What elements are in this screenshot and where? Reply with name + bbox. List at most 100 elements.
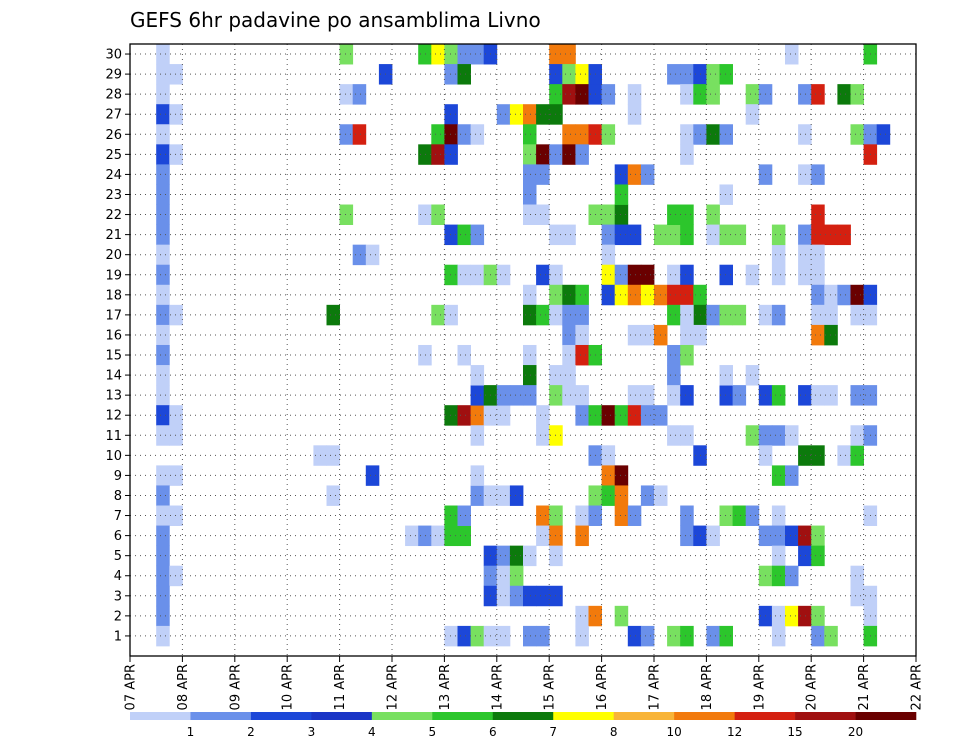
heatmap-cell — [156, 465, 170, 486]
heatmap-cell — [614, 204, 629, 225]
heatmap-cell — [444, 405, 458, 426]
heatmap-cell — [575, 344, 589, 366]
y-tick-label: 20 — [105, 248, 122, 263]
heatmap-cell — [496, 405, 511, 426]
heatmap-cell — [706, 304, 720, 326]
heatmap-cell — [811, 545, 825, 567]
heatmap-cell — [680, 324, 694, 346]
heatmap-cell — [771, 244, 786, 266]
heatmap-cell — [706, 64, 720, 85]
heatmap-cell — [771, 425, 786, 446]
heatmap-cell — [509, 545, 524, 567]
heatmap-cell — [680, 124, 694, 145]
heatmap-cell — [785, 525, 799, 547]
heatmap-cell — [536, 505, 550, 526]
heatmap-cell — [562, 84, 576, 105]
heatmap-cell — [496, 565, 511, 587]
heatmap-cell — [562, 385, 576, 406]
heatmap-cell — [156, 565, 170, 587]
heatmap-cell — [339, 84, 354, 105]
heatmap-cell — [627, 385, 642, 406]
colorbar-swatch — [674, 712, 735, 720]
heatmap-cell — [640, 164, 655, 185]
heatmap-cell — [352, 124, 367, 145]
colorbar-label: 4 — [368, 725, 376, 739]
heatmap-cell — [680, 385, 694, 406]
heatmap-cell — [326, 445, 340, 466]
heatmap-cell — [470, 264, 485, 286]
heatmap-cell — [562, 365, 576, 386]
heatmap-cells — [156, 44, 891, 647]
heatmap-cell — [719, 385, 733, 406]
heatmap-cell — [601, 224, 616, 246]
heatmap-cell — [575, 324, 589, 346]
colorbar-label: 7 — [549, 725, 557, 739]
heatmap-cell — [536, 405, 550, 426]
colorbar-label: 12 — [727, 725, 742, 739]
y-tick-label: 21 — [105, 228, 122, 243]
heatmap-cell — [771, 625, 786, 647]
heatmap-cell — [496, 545, 511, 567]
heatmap-cell — [496, 585, 511, 607]
heatmap-cell — [667, 304, 681, 326]
heatmap-cell — [680, 204, 694, 225]
x-tick-label: 15 APR — [543, 664, 558, 710]
heatmap-cell — [575, 385, 589, 406]
x-tick-label: 17 APR — [648, 664, 663, 710]
heatmap-cell — [811, 84, 825, 105]
y-tick-label: 25 — [105, 148, 122, 163]
heatmap-cell — [536, 164, 550, 185]
heatmap-cell — [169, 304, 183, 326]
heatmap-cell — [470, 224, 485, 246]
heatmap-cell — [680, 64, 694, 85]
heatmap-cell — [444, 505, 458, 526]
heatmap-cell — [680, 425, 694, 446]
heatmap-cell — [470, 405, 485, 426]
heatmap-cell — [667, 344, 681, 366]
heatmap-cell — [326, 485, 340, 506]
chart-title: GEFS 6hr padavine po ansamblima Livno — [130, 8, 541, 32]
heatmap-cell — [614, 284, 629, 306]
heatmap-cell — [706, 224, 720, 246]
heatmap-cell — [509, 104, 524, 125]
heatmap-cell — [523, 585, 537, 607]
x-tick-label: 18 APR — [700, 664, 715, 710]
heatmap-cell — [798, 385, 812, 406]
heatmap-cell — [575, 625, 589, 647]
x-tick-label: 16 APR — [595, 664, 610, 710]
heatmap-cell — [614, 405, 629, 426]
x-tick-label: 21 APR — [857, 664, 872, 710]
x-tick-label: 13 APR — [438, 664, 453, 710]
heatmap-cell — [523, 385, 537, 406]
heatmap-cell — [523, 124, 537, 145]
heatmap-cell — [811, 385, 825, 406]
heatmap-cell — [457, 264, 471, 286]
heatmap-cell — [444, 304, 458, 326]
heatmap-cell — [326, 304, 340, 326]
colorbar-swatch — [130, 712, 191, 720]
heatmap-cell — [509, 565, 524, 587]
heatmap-cell — [719, 224, 733, 246]
heatmap-cell — [680, 344, 694, 366]
heatmap-cell — [680, 264, 694, 286]
heatmap-cell — [850, 84, 864, 105]
heatmap-cell — [601, 264, 616, 286]
heatmap-cell — [601, 124, 616, 145]
heatmap-cell — [640, 324, 655, 346]
heatmap-cell — [771, 465, 786, 486]
heatmap-cell — [719, 184, 733, 205]
heatmap-cell — [706, 84, 720, 105]
heatmap-cell — [156, 144, 170, 165]
colorbar-swatch — [855, 712, 917, 720]
colorbar-swatch — [190, 712, 252, 720]
heatmap-cell — [811, 164, 825, 185]
heatmap-cell — [562, 64, 576, 85]
heatmap-cell — [470, 485, 485, 506]
colorbar-label: 3 — [308, 725, 316, 739]
heatmap-cell — [444, 625, 458, 647]
heatmap-cell — [811, 224, 825, 246]
heatmap-cell — [601, 284, 616, 306]
colorbar-swatch — [432, 712, 494, 720]
heatmap-cell — [444, 44, 458, 65]
heatmap-cell — [496, 385, 511, 406]
